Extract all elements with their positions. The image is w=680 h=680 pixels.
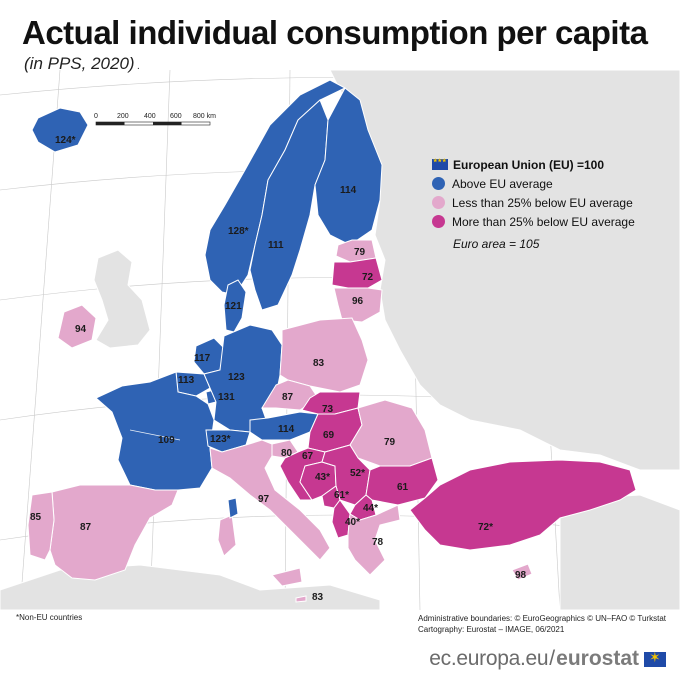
label-BA: 43* — [315, 472, 330, 483]
country-RO — [349, 399, 433, 467]
label-BE: 113 — [178, 375, 195, 386]
legend-eu: European Union (EU) =100 — [432, 155, 635, 174]
label-SE: 111 — [268, 240, 284, 251]
brand-slash: / — [549, 647, 556, 670]
label-CZ: 87 — [282, 392, 294, 403]
country-TR — [409, 459, 637, 551]
map-legend: European Union (EU) =100 Above EU averag… — [432, 155, 635, 231]
label-SI: 80 — [281, 448, 293, 459]
map-subtitle: (in PPS, 2020) . — [24, 54, 141, 73]
label-HU: 69 — [323, 430, 335, 441]
label-MT: 83 — [312, 592, 324, 603]
country-PL — [279, 317, 369, 393]
legend-more25: More than 25% below EU average — [432, 212, 635, 231]
label-NO: 128* — [228, 226, 249, 237]
legend-above: Above EU average — [432, 174, 635, 193]
label-TR: 72* — [478, 522, 493, 533]
label-PL: 83 — [313, 358, 325, 369]
country-IT-sardinia — [217, 514, 237, 557]
label-LV: 72 — [362, 272, 374, 283]
label-HR: 67 — [302, 451, 314, 462]
label-ES: 87 — [80, 522, 92, 533]
label-NL: 117 — [194, 353, 211, 364]
brand-site: ec.europa.eu — [429, 647, 549, 670]
map-title: Actual individual consumption per capita — [22, 14, 648, 51]
label-MK: 44* — [363, 503, 378, 514]
country-GR — [347, 504, 401, 576]
scale-label: 400 — [144, 113, 156, 120]
label-EE: 79 — [354, 247, 366, 258]
country-IT — [209, 439, 331, 561]
label-CY: 98 — [515, 570, 527, 581]
eu-flag-icon — [432, 158, 448, 170]
label-BG: 61 — [397, 482, 409, 493]
country-IT-sicily — [271, 567, 303, 587]
country-LT — [333, 287, 383, 323]
euro-area-note: Euro area = 105 — [453, 237, 540, 251]
label-DK: 121 — [225, 301, 242, 312]
label-FI: 114 — [340, 185, 357, 196]
country-SE — [249, 99, 329, 311]
country-IE — [57, 304, 97, 349]
scale-bar — [95, 121, 211, 126]
credits-cartography: Cartography: Eurostat – IMAGE, 06/2021 — [417, 625, 565, 634]
country-FR-corsica — [227, 497, 239, 519]
scale-label: 0 — [94, 113, 98, 120]
eurostat-brand: ec.europa.eu / eurostat — [429, 647, 666, 671]
label-IE: 94 — [75, 324, 87, 335]
country-IS — [31, 107, 89, 153]
label-RO: 79 — [384, 437, 396, 448]
label-IT: 97 — [258, 494, 270, 505]
label-PT: 85 — [30, 512, 42, 523]
legend-less25: Less than 25% below EU average — [432, 193, 635, 212]
legend-swatch-less25 — [432, 196, 445, 209]
brand-name: eurostat — [556, 647, 639, 670]
country-ES — [49, 484, 179, 581]
europe-map: 124* 128* 111 114 79 72 96 121 94 117 11… — [0, 70, 680, 610]
label-RS: 52* — [350, 468, 365, 479]
label-ME: 61* — [334, 490, 349, 501]
label-LT: 96 — [352, 296, 364, 307]
credits: Administrative boundaries: © EuroGeograp… — [418, 613, 666, 635]
label-FR: 109 — [158, 435, 175, 446]
label-DE: 123 — [228, 372, 245, 383]
label-GR: 78 — [372, 537, 384, 548]
legend-swatch-above — [432, 177, 445, 190]
label-IS: 124* — [55, 135, 76, 146]
country-MT — [295, 595, 307, 603]
eu-flag-logo-icon — [644, 649, 666, 667]
scale-labels: 0 200 400 600 800 km — [94, 113, 216, 120]
label-AL: 40* — [345, 517, 360, 528]
value-labels: 124* 128* 111 114 79 72 96 121 94 117 11… — [30, 135, 527, 603]
credits-boundaries: Administrative boundaries: © EuroGeograp… — [417, 614, 666, 623]
country-CY — [511, 563, 533, 581]
label-SK: 73 — [322, 404, 334, 415]
scale-label: 600 — [170, 113, 182, 120]
country-LV — [331, 257, 383, 289]
scale-label: 200 — [117, 113, 129, 120]
label-CH: 123* — [210, 434, 231, 445]
label-LU: 131 — [218, 392, 235, 403]
internal-borders — [129, 429, 181, 441]
country-PT — [27, 491, 55, 561]
countries-layer — [27, 79, 637, 603]
footnote: *Non-EU countries — [16, 613, 83, 622]
country-DK — [223, 279, 247, 333]
legend-swatch-more25 — [432, 215, 445, 228]
scale-label: 800 km — [193, 113, 216, 120]
country-FI — [314, 87, 383, 246]
label-AT: 114 — [278, 424, 295, 435]
